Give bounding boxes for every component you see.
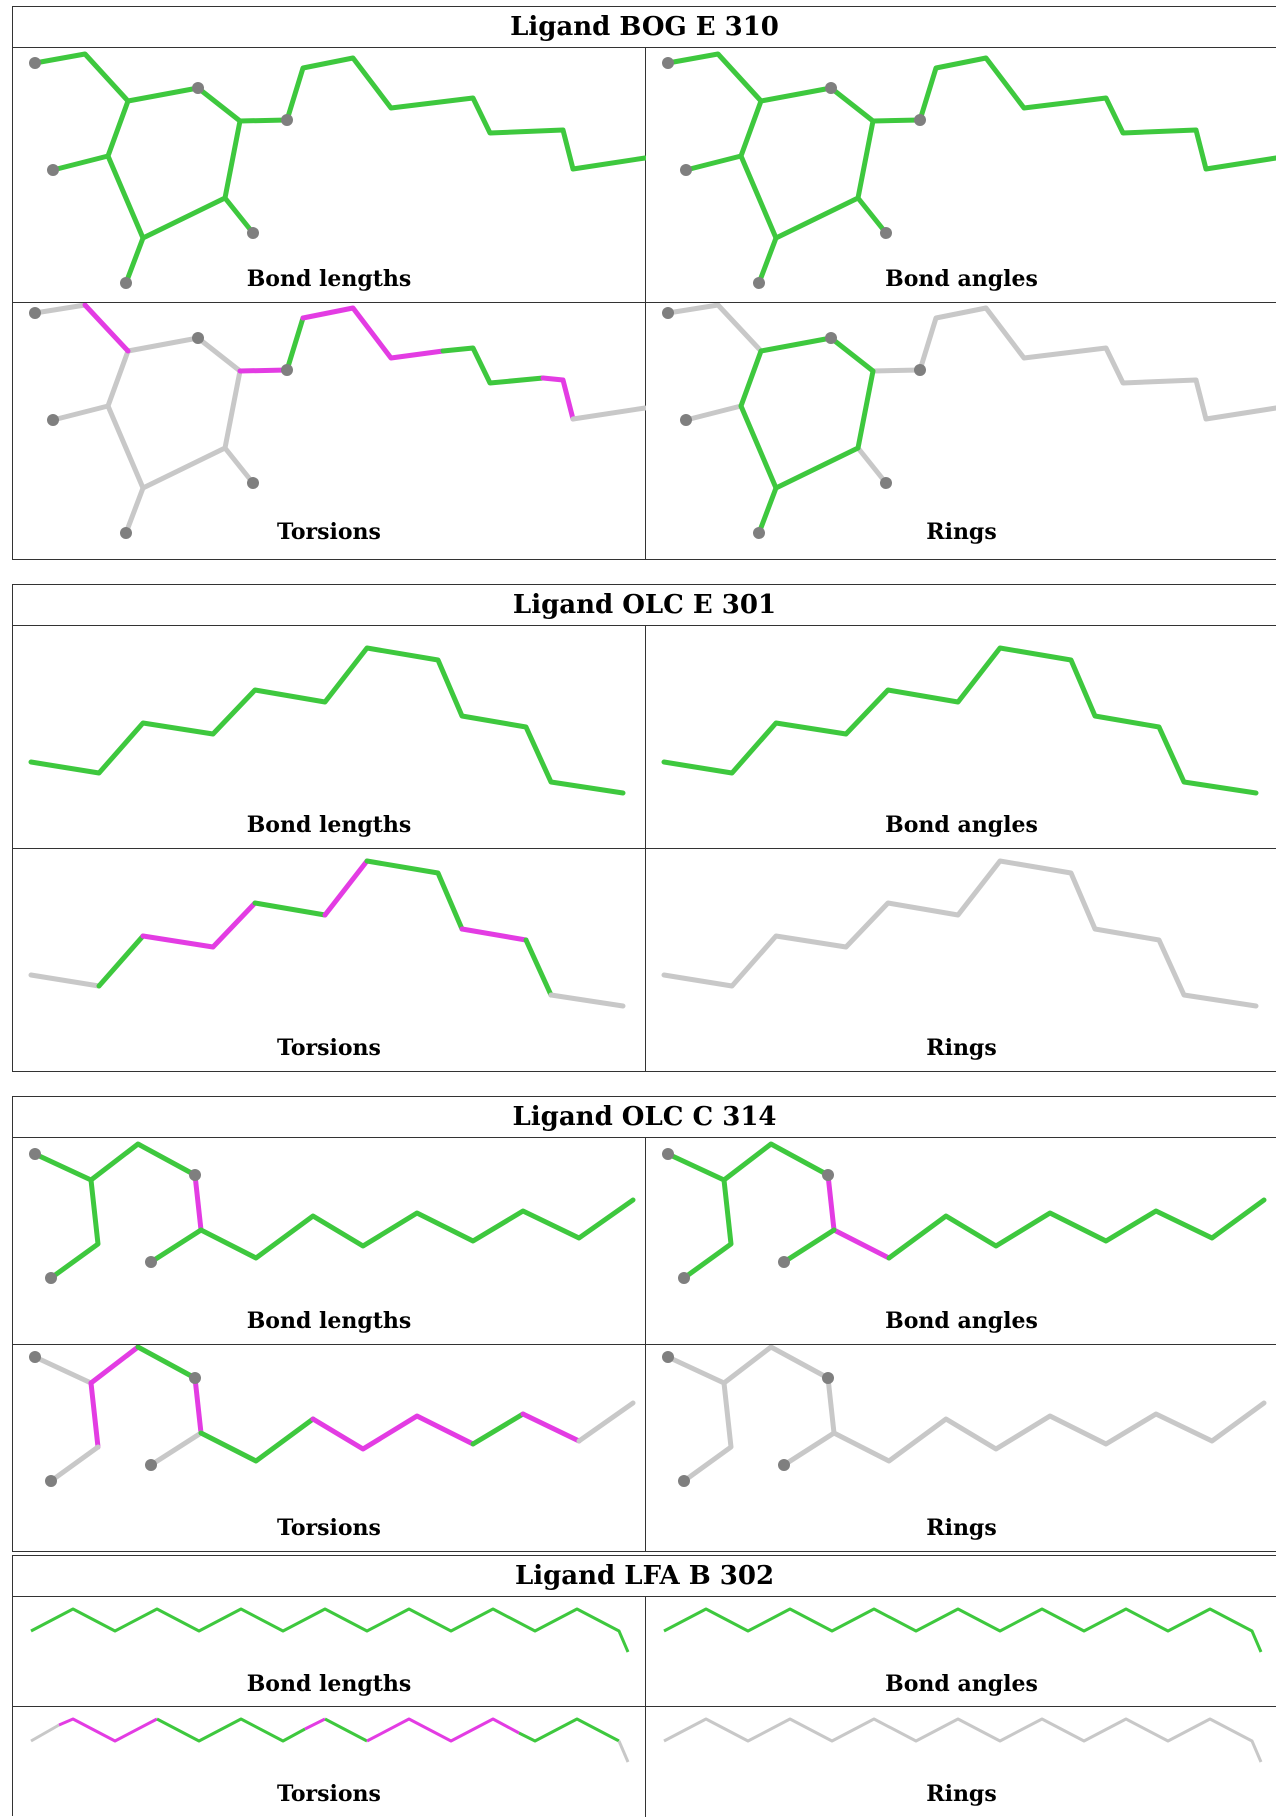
panel-torsions: Torsions <box>13 1345 646 1551</box>
panel-rings: Rings <box>646 849 1276 1071</box>
bog-rings-structure <box>662 303 1276 539</box>
ligand-block-olc-e-301: Ligand OLC E 301 Bond lengths Bond angle… <box>12 584 1276 1072</box>
panel-bond-angles: Bond angles <box>646 626 1276 849</box>
panel-rings: Rings <box>646 1345 1276 1551</box>
lfa-bond-angles-structure <box>663 1607 1263 1653</box>
panel-label: Bond angles <box>885 266 1038 292</box>
panel-torsions: Torsions <box>13 1707 646 1817</box>
bog-bond-angles-structure <box>662 51 1276 289</box>
lfa-bond-lengths-structure <box>30 1607 630 1653</box>
olc-e-bond-lengths-structure <box>28 645 626 796</box>
bog-bond-lengths-structure <box>29 51 646 289</box>
bog-torsions-structure <box>29 303 646 539</box>
olc-e-rings-structure <box>661 858 1259 1009</box>
panel-label: Bond angles <box>885 1308 1038 1334</box>
panel-label: Rings <box>926 1515 997 1541</box>
panel-label: Torsions <box>277 519 381 545</box>
panel-label: Bond lengths <box>246 1308 412 1334</box>
panel-label: Rings <box>926 1035 997 1061</box>
lfa-rings-structure <box>663 1717 1263 1763</box>
panel-label: Bond lengths <box>246 812 412 838</box>
panel-label: Torsions <box>277 1781 381 1807</box>
olc-e-torsions-structure <box>28 858 626 1009</box>
panel-label: Torsions <box>277 1515 381 1541</box>
panel-bond-angles: Bond angles <box>646 1597 1276 1707</box>
panel-label: Bond lengths <box>246 1671 412 1697</box>
panel-rings: Rings <box>646 303 1276 559</box>
olc-c-bond-lengths-structure <box>29 1141 636 1284</box>
panel-label: Torsions <box>277 1035 381 1061</box>
panel-rings: Rings <box>646 1707 1276 1817</box>
panel-bond-lengths: Bond lengths <box>13 1597 646 1707</box>
ligand-block-bog-e-310: Ligand BOG E 310 Bond lengths B <box>12 6 1276 560</box>
ligand-title: Ligand OLC E 301 <box>13 585 1276 626</box>
panel-bond-angles: Bond angles <box>646 48 1276 303</box>
ligand-block-olc-c-314: Ligand OLC C 314 Bond lengths B <box>12 1096 1276 1552</box>
panel-label: Rings <box>926 1781 997 1807</box>
olc-e-bond-angles-structure <box>661 645 1259 796</box>
panel-bond-lengths: Bond lengths <box>13 626 646 849</box>
panel-label: Bond angles <box>885 812 1038 838</box>
panel-torsions: Torsions <box>13 849 646 1071</box>
lfa-torsions-structure <box>30 1717 630 1763</box>
olc-c-torsions-structure <box>29 1345 636 1487</box>
panel-bond-lengths: Bond lengths <box>13 1138 646 1345</box>
ligand-title: Ligand BOG E 310 <box>13 7 1276 48</box>
ligand-title: Ligand LFA B 302 <box>13 1556 1276 1597</box>
ligand-title: Ligand OLC C 314 <box>13 1097 1276 1138</box>
panel-label: Rings <box>926 519 997 545</box>
panel-bond-lengths: Bond lengths <box>13 48 646 303</box>
panel-bond-angles: Bond angles <box>646 1138 1276 1345</box>
panel-torsions: Torsions <box>13 303 646 559</box>
panel-label: Bond lengths <box>246 266 412 292</box>
olc-c-bond-angles-structure <box>662 1141 1267 1284</box>
ligand-block-lfa-b-302: Ligand LFA B 302 Bond lengths Bond angle… <box>12 1555 1276 1817</box>
olc-c-rings-structure <box>662 1345 1267 1487</box>
panel-label: Bond angles <box>885 1671 1038 1697</box>
